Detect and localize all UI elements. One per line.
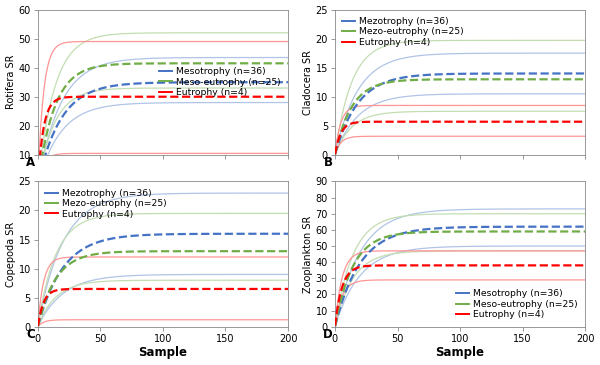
Text: A: A (26, 156, 35, 169)
Y-axis label: Rotifera SR: Rotifera SR (5, 55, 16, 110)
Y-axis label: Zooplankton SR: Zooplankton SR (303, 215, 313, 293)
Legend: Mezotrophy (n=36), Mezo-eutrophy (n=25), Eutrophy (n=4): Mezotrophy (n=36), Mezo-eutrophy (n=25),… (340, 14, 467, 50)
X-axis label: Sample: Sample (139, 346, 187, 360)
Y-axis label: Copepoda SR: Copepoda SR (5, 222, 16, 287)
Y-axis label: Cladocera SR: Cladocera SR (303, 50, 313, 115)
Legend: Mezotrophy (n=36), Mezo-eutrophy (n=25), Eutrophy (n=4): Mezotrophy (n=36), Mezo-eutrophy (n=25),… (43, 186, 169, 222)
X-axis label: Sample: Sample (436, 346, 485, 360)
Legend: Mesotrophy (n=36), Meso-eutrophy (n=25), Eutrophy (n=4): Mesotrophy (n=36), Meso-eutrophy (n=25),… (157, 65, 283, 100)
Text: C: C (26, 328, 35, 341)
Text: D: D (323, 328, 332, 341)
Text: B: B (323, 156, 332, 169)
Legend: Mesotrophy (n=36), Meso-eutrophy (n=25), Eutrophy (n=4): Mesotrophy (n=36), Meso-eutrophy (n=25),… (454, 287, 581, 322)
